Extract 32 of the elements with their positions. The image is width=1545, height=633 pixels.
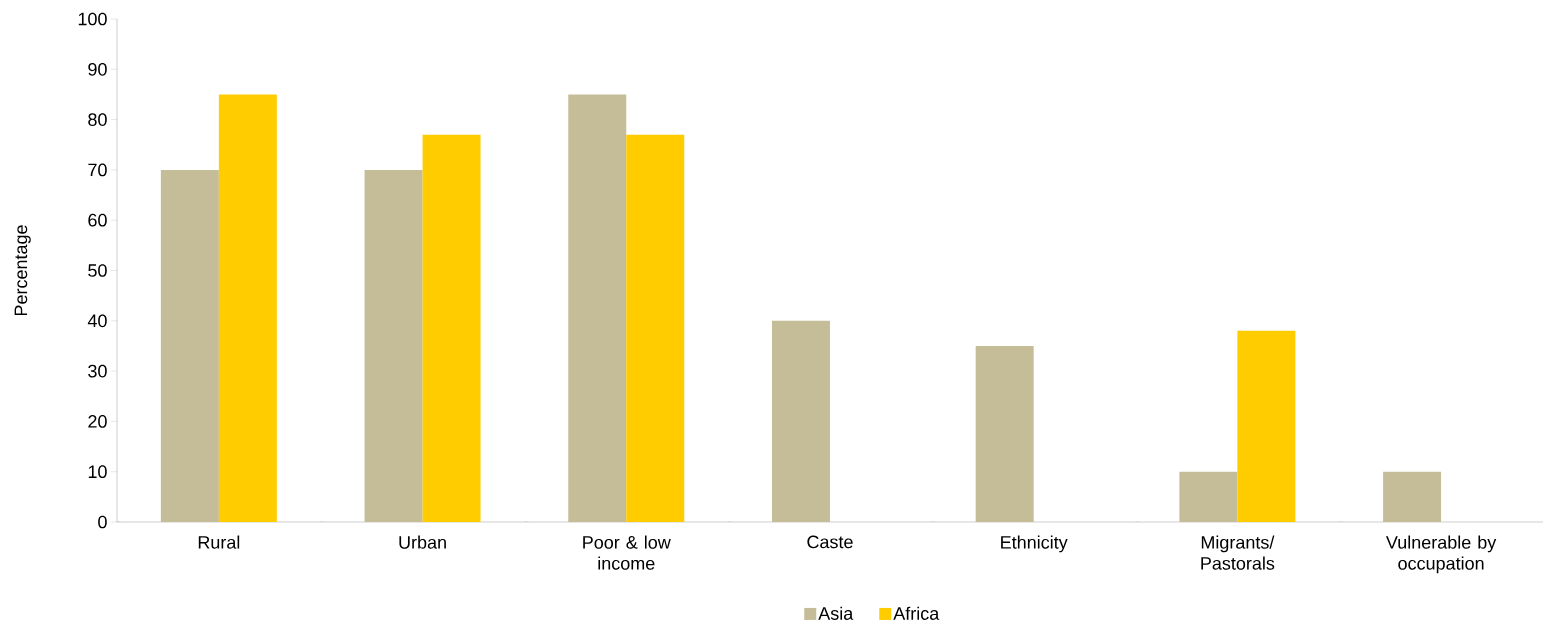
bar bbox=[975, 345, 1034, 522]
legend-label: Africa bbox=[893, 606, 940, 620]
x-tick-label: Poor & low income bbox=[583, 535, 671, 570]
y-axis-title: Percentage bbox=[14, 225, 31, 316]
x-tick-label: Urban bbox=[399, 535, 446, 549]
bar bbox=[626, 134, 685, 522]
x-tick-label: Ethnicity bbox=[1001, 535, 1068, 553]
y-tick-label: 100 bbox=[78, 12, 107, 26]
x-tick-label: Migrants/ Pastorals bbox=[1201, 535, 1275, 570]
y-tick-label: 90 bbox=[88, 62, 107, 76]
bar bbox=[364, 169, 423, 522]
x-tick-label: Caste bbox=[807, 535, 853, 549]
bar bbox=[218, 94, 277, 522]
y-tick-label: 60 bbox=[88, 213, 107, 227]
bar bbox=[422, 134, 481, 522]
bar bbox=[1179, 471, 1238, 522]
y-tick-label: 10 bbox=[88, 465, 107, 479]
bar bbox=[771, 320, 830, 522]
x-tick-label: Vulnerable by occupation bbox=[1385, 535, 1497, 574]
y-tick-label: 30 bbox=[88, 364, 107, 378]
y-tick-label: 80 bbox=[88, 113, 107, 126]
x-tick-label: Rural bbox=[198, 535, 240, 549]
y-tick-label: 50 bbox=[88, 264, 107, 277]
bar bbox=[160, 169, 219, 522]
bar bbox=[1383, 471, 1442, 522]
bar bbox=[568, 94, 627, 522]
y-tick-label: 0 bbox=[98, 515, 107, 529]
legend-label: Asia bbox=[818, 606, 854, 620]
y-tick-label: 70 bbox=[88, 163, 107, 177]
y-tick-label: 20 bbox=[88, 415, 107, 428]
bar bbox=[1237, 330, 1296, 522]
y-tick-label: 40 bbox=[87, 314, 107, 328]
